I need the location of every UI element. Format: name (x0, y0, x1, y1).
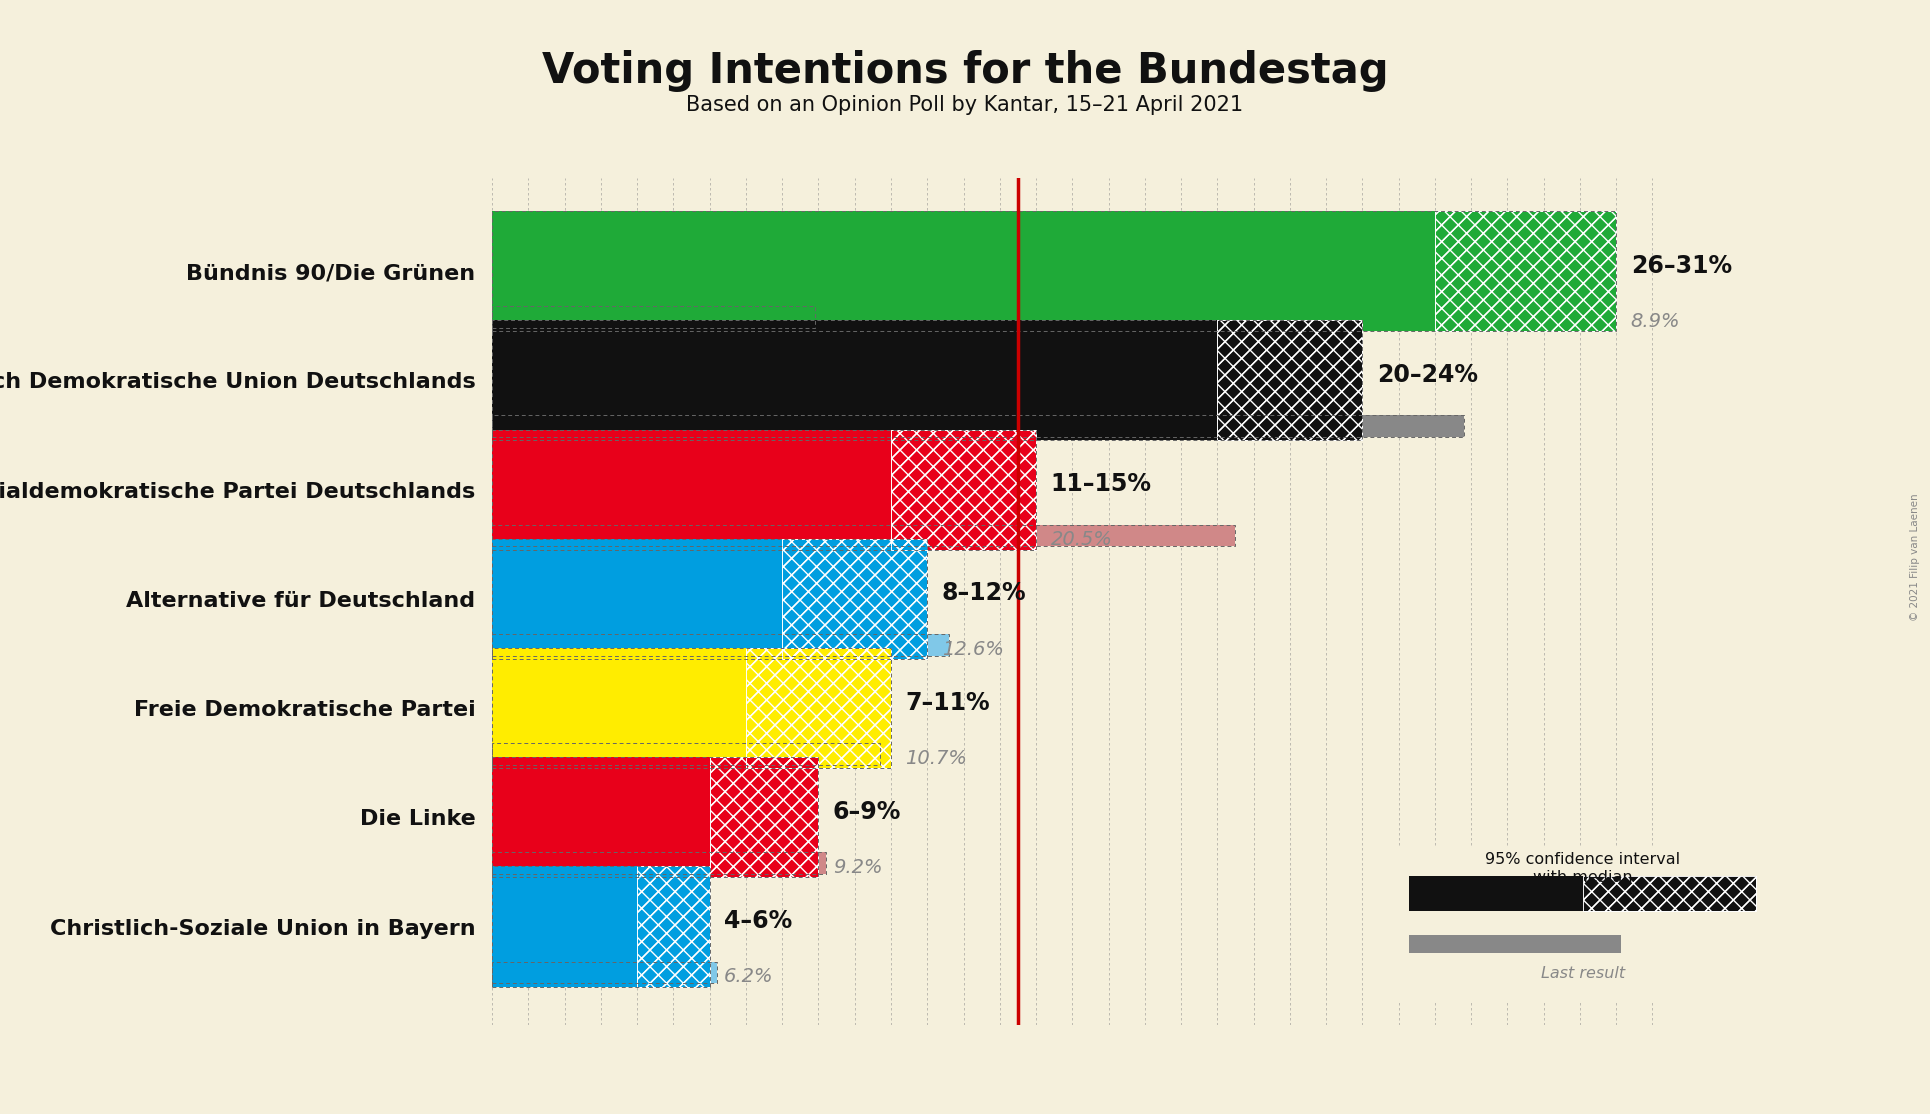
Bar (492, 648, 892, 769)
Bar (1583, 876, 1756, 911)
Bar (492, 648, 747, 769)
Bar (492, 743, 880, 765)
Bar (492, 758, 818, 878)
Text: 20.5%: 20.5% (1050, 530, 1112, 549)
Bar (747, 648, 892, 769)
Bar (492, 320, 1218, 440)
Bar (492, 416, 1465, 437)
Bar (492, 743, 880, 765)
Bar (492, 867, 710, 987)
Text: 12.6%: 12.6% (942, 639, 1004, 658)
Text: 9.2%: 9.2% (834, 858, 882, 877)
Text: 11–15%: 11–15% (1050, 472, 1152, 496)
Bar (492, 852, 826, 874)
Text: 4–6%: 4–6% (724, 909, 793, 934)
Bar (637, 867, 710, 987)
Text: Based on an Opinion Poll by Kantar, 15–21 April 2021: Based on an Opinion Poll by Kantar, 15–2… (687, 95, 1243, 115)
Bar (1218, 320, 1363, 440)
Bar (492, 211, 1434, 331)
Bar (1409, 936, 1621, 952)
Bar (492, 211, 1615, 331)
Bar (1583, 876, 1756, 911)
Bar (892, 430, 1036, 549)
Bar (637, 867, 710, 987)
Bar (637, 867, 710, 987)
Bar (782, 539, 926, 658)
Bar (492, 634, 950, 656)
Text: 95% confidence interval
with median: 95% confidence interval with median (1484, 852, 1681, 885)
Bar (1218, 320, 1363, 440)
Bar (1434, 211, 1615, 331)
Bar (492, 867, 637, 987)
Bar (492, 852, 826, 874)
Bar (747, 648, 892, 769)
Bar (782, 539, 926, 658)
Bar (492, 961, 716, 984)
Bar (1434, 211, 1615, 331)
Bar (492, 416, 1465, 437)
Bar (710, 758, 818, 878)
Bar (492, 430, 1036, 549)
Bar (492, 306, 814, 328)
Text: 6.2%: 6.2% (724, 967, 774, 986)
Text: Voting Intentions for the Bundestag: Voting Intentions for the Bundestag (542, 50, 1388, 92)
Bar (1218, 320, 1363, 440)
Text: 10.7%: 10.7% (905, 749, 967, 768)
Bar (492, 430, 892, 549)
Bar (710, 758, 818, 878)
Bar (1434, 211, 1615, 331)
Bar (1409, 876, 1583, 911)
Bar (492, 758, 710, 878)
Bar (782, 539, 926, 658)
Bar (492, 539, 926, 658)
Bar (492, 306, 814, 328)
Bar (710, 758, 818, 878)
Bar (1583, 876, 1756, 911)
Bar (492, 525, 1235, 546)
Bar (492, 961, 716, 984)
Text: Last result: Last result (1540, 966, 1625, 980)
Bar (747, 648, 892, 769)
Text: 26.8%: 26.8% (1376, 421, 1438, 440)
Text: 20–24%: 20–24% (1376, 363, 1478, 387)
Bar (492, 634, 950, 656)
Bar (492, 525, 1235, 546)
Bar (892, 430, 1036, 549)
Bar (492, 320, 1363, 440)
Text: 7–11%: 7–11% (905, 691, 990, 714)
Text: 6–9%: 6–9% (834, 800, 901, 824)
Text: © 2021 Filip van Laenen: © 2021 Filip van Laenen (1911, 494, 1920, 620)
Text: 26–31%: 26–31% (1631, 254, 1731, 277)
Text: 8.9%: 8.9% (1631, 312, 1681, 331)
Text: 8–12%: 8–12% (942, 582, 1027, 605)
Bar (892, 430, 1036, 549)
Bar (492, 539, 782, 658)
